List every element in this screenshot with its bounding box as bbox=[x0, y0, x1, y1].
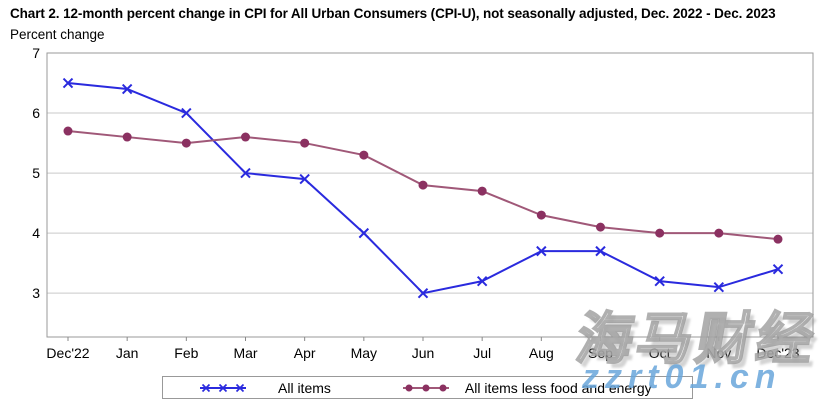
plot-border bbox=[46, 52, 814, 338]
data-point-marker bbox=[181, 138, 191, 148]
all-items-line-marker-icon bbox=[200, 383, 246, 392]
data-point-marker bbox=[181, 107, 192, 119]
x-tick-label: Jun bbox=[412, 345, 435, 361]
legend-item-core: All items less food and energy bbox=[331, 380, 652, 396]
x-tick-label: Dec'23 bbox=[756, 345, 799, 361]
data-point-marker bbox=[359, 150, 369, 160]
data-point-marker bbox=[122, 132, 132, 142]
y-tick-label: 6 bbox=[32, 105, 40, 121]
legend-item-all-items: All items bbox=[163, 380, 331, 396]
chart-legend: All items All items less food and energy bbox=[162, 376, 693, 399]
x-tick-label: Feb bbox=[174, 345, 198, 361]
data-point-marker bbox=[654, 275, 665, 287]
data-point-marker bbox=[536, 210, 546, 220]
x-tick-label: Sep bbox=[588, 345, 613, 361]
x-tick-label: Apr bbox=[294, 345, 316, 361]
y-tick-label: 4 bbox=[32, 225, 40, 241]
data-point-marker bbox=[476, 275, 488, 287]
x-tick-label: Mar bbox=[233, 345, 257, 361]
chart-title: Chart 2. 12-month percent change in CPI … bbox=[10, 6, 776, 21]
x-tick-label: May bbox=[351, 345, 377, 361]
y-axis-title: Percent change bbox=[10, 27, 105, 42]
data-point-marker bbox=[713, 281, 725, 293]
data-point-marker bbox=[477, 186, 487, 196]
x-tick-label: Jan bbox=[116, 345, 139, 361]
data-point-marker bbox=[62, 77, 74, 89]
core-line-marker-icon bbox=[402, 384, 449, 391]
legend-label-all-items: All items bbox=[278, 379, 331, 396]
data-point-marker bbox=[300, 138, 310, 148]
x-tick-label: Dec'22 bbox=[46, 345, 89, 361]
data-point-marker bbox=[714, 228, 724, 238]
data-point-marker bbox=[121, 83, 133, 95]
x-tick-label: Jul bbox=[473, 345, 491, 361]
x-tick-label: Aug bbox=[529, 345, 554, 361]
y-tick-label: 3 bbox=[32, 285, 40, 301]
y-tick-label: 7 bbox=[32, 45, 40, 61]
data-point-marker bbox=[536, 245, 547, 257]
data-point-marker bbox=[63, 126, 73, 136]
data-point-marker bbox=[240, 167, 251, 179]
legend-label-core: All items less food and energy bbox=[464, 379, 652, 396]
x-tick-label: Oct bbox=[649, 345, 671, 361]
data-point-marker bbox=[595, 245, 606, 257]
data-point-marker bbox=[773, 234, 783, 244]
data-point-marker bbox=[418, 180, 428, 190]
data-point-marker bbox=[358, 227, 370, 239]
data-point-marker bbox=[655, 228, 665, 238]
data-point-marker bbox=[596, 222, 605, 232]
data-point-marker bbox=[417, 287, 429, 299]
data-point-marker bbox=[241, 132, 250, 142]
x-tick-label: Nov bbox=[706, 345, 731, 361]
data-point-marker bbox=[299, 173, 310, 185]
data-point-marker bbox=[772, 263, 784, 275]
y-tick-label: 5 bbox=[32, 165, 40, 181]
watermark-domain-text: zzrt01.cn bbox=[582, 358, 782, 396]
